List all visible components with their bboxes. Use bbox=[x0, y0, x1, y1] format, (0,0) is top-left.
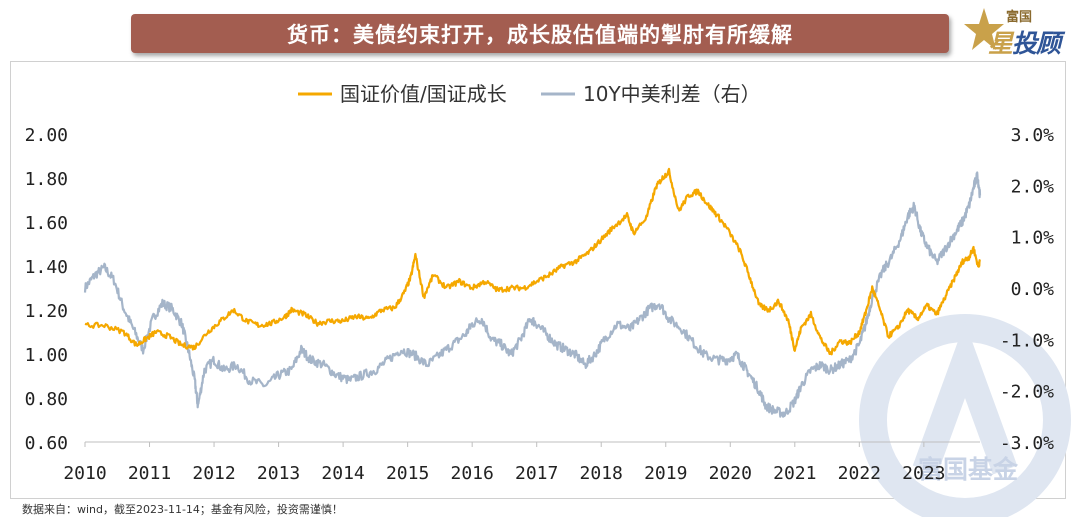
logo-main-text: 星投顾 bbox=[988, 24, 1061, 60]
brand-logo: 富国 星投顾 bbox=[962, 4, 1072, 60]
x-tick-label: 2016 bbox=[450, 463, 493, 484]
x-tick-label: 2014 bbox=[321, 463, 364, 484]
y-right-tick-label: -2.0% bbox=[1000, 382, 1054, 403]
y-right-tick-label: -1.0% bbox=[1000, 330, 1054, 351]
series-line-spread bbox=[83, 171, 982, 418]
y-right-tick-label: 0.0% bbox=[1011, 279, 1055, 300]
y-left-tick-label: 0.60 bbox=[25, 433, 68, 454]
x-tick-label: 2018 bbox=[580, 463, 623, 484]
x-tick-label: 2019 bbox=[644, 463, 687, 484]
y-left-tick-label: 1.80 bbox=[25, 169, 68, 190]
x-tick-label: 2021 bbox=[773, 463, 816, 484]
watermark-text: 富国基金 bbox=[918, 455, 1019, 484]
x-tick-label: 2015 bbox=[386, 463, 429, 484]
chart-title: 货币：美债约束打开，成长股估值端的掣肘有所缓解 bbox=[287, 22, 793, 47]
y-right-tick-label: -3.0% bbox=[1000, 433, 1054, 454]
star-logo-icon bbox=[964, 8, 1004, 50]
y-right-tick-label: 1.0% bbox=[1011, 228, 1055, 249]
watermark-logo: 富国基金 bbox=[859, 314, 1071, 517]
title-banner: 货币：美债约束打开，成长股估值端的掣肘有所缓解 bbox=[131, 14, 949, 53]
x-tick-label: 2020 bbox=[709, 463, 752, 484]
axes: 2.00 1.80 1.60 1.40 1.20 1.00 0.80 0.60 3.0% 2.0%… bbox=[25, 125, 1055, 484]
x-tick-label: 2011 bbox=[128, 463, 171, 484]
legend: 国证价值/国证成长 10Y中美利差（右） bbox=[298, 82, 761, 106]
source-note: 数据来自：wind，截至2023-11-14；基金有风险，投资需谨慎！ bbox=[22, 503, 343, 516]
legend-label-2: 10Y中美利差（右） bbox=[583, 82, 761, 106]
y-left-tick-label: 1.60 bbox=[25, 213, 68, 234]
logo-main-a: 星 bbox=[988, 29, 1013, 58]
logo-main-b: 投顾 bbox=[1012, 29, 1061, 58]
x-tick-label: 2023 bbox=[902, 463, 945, 484]
series-layer bbox=[83, 167, 982, 418]
x-tick-label: 2012 bbox=[192, 463, 235, 484]
y-right-tick-label: 3.0% bbox=[1011, 125, 1055, 146]
x-tick-label: 2010 bbox=[63, 463, 106, 484]
y-left-tick-label: 2.00 bbox=[25, 125, 68, 146]
y-right-tick-label: 2.0% bbox=[1011, 176, 1055, 197]
y-left-tick-label: 0.80 bbox=[25, 389, 68, 410]
x-tick-label: 2022 bbox=[838, 463, 881, 484]
logo-top-text: 富国 bbox=[1006, 10, 1033, 25]
x-tick-label: 2017 bbox=[515, 463, 558, 484]
legend-label-1: 国证价值/国证成长 bbox=[340, 82, 507, 106]
y-left-tick-label: 1.00 bbox=[25, 345, 68, 366]
y-left-tick-label: 1.20 bbox=[25, 301, 68, 322]
y-left-tick-label: 1.40 bbox=[25, 257, 68, 278]
x-tick-label: 2013 bbox=[257, 463, 300, 484]
series-line-value-growth bbox=[84, 167, 981, 356]
